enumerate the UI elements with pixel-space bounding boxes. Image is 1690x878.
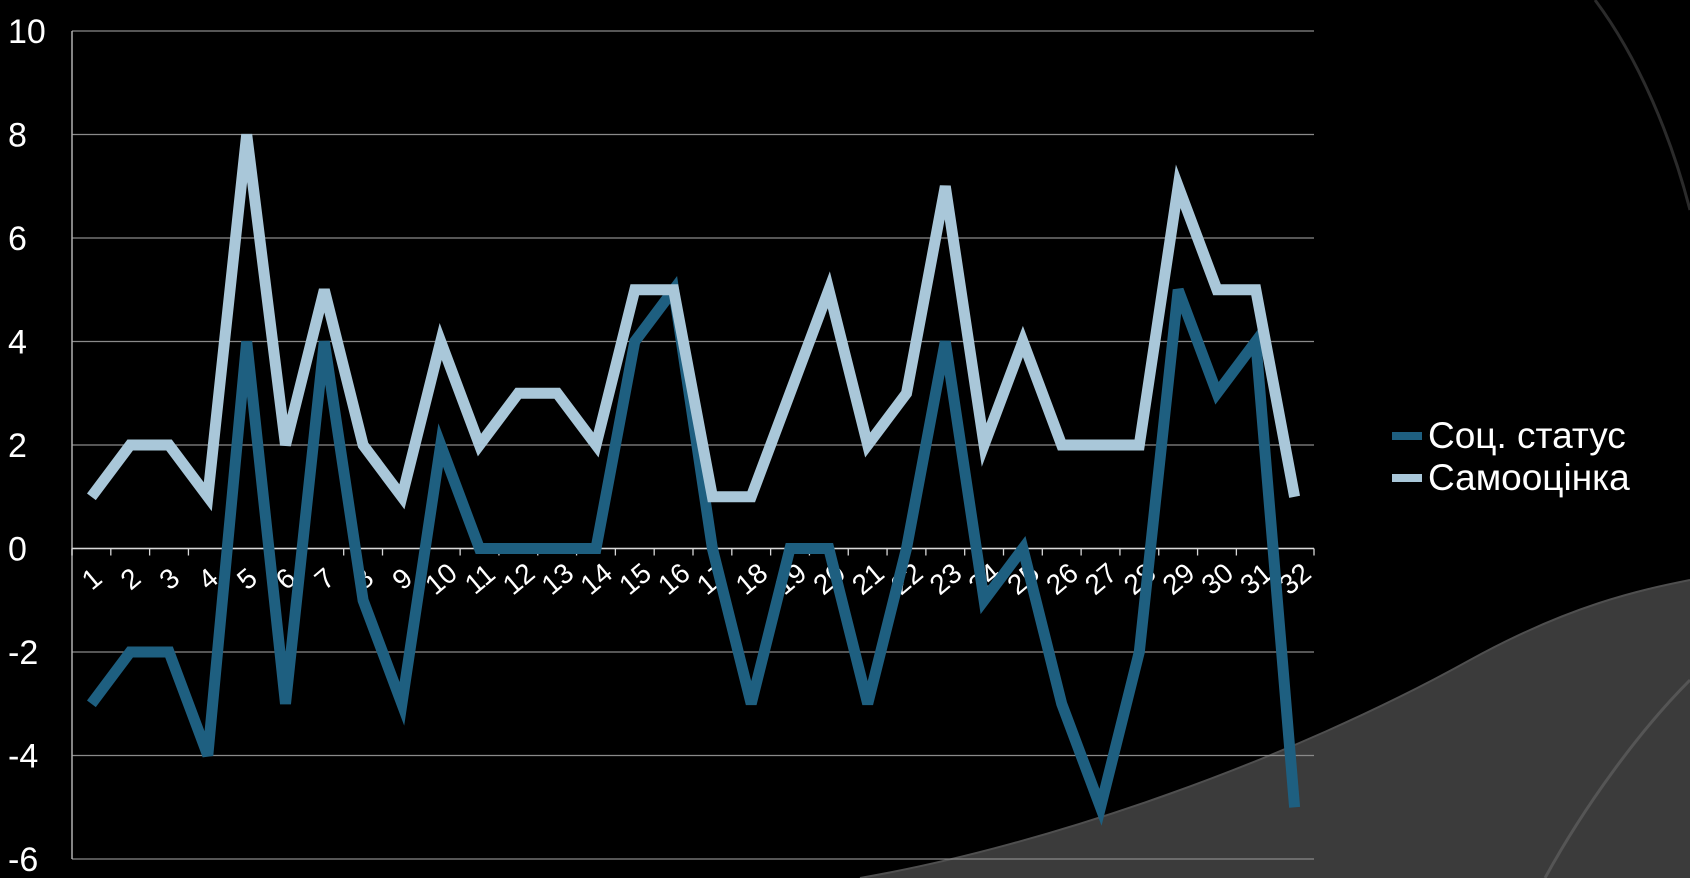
x-tick-label: 11 [459,558,501,600]
slide-arc-bottom [1543,678,1690,878]
x-tick-label: 1 [76,562,108,596]
x-tick-label: 12 [497,557,541,601]
series-lines [86,133,1301,826]
y-tick-label: 10 [8,13,46,51]
x-tick-label: 15 [613,557,657,601]
x-tick-labels: 1 2 3 4 5 6 7 8 9 1011121314151617181920212223242… [76,557,1317,601]
axes [71,31,1315,859]
x-tick-label: 30 [1195,557,1239,601]
x-tick-label: 26 [1040,557,1084,601]
legend-label-self-esteem: Самооцінка [1428,457,1630,498]
x-tick-label: 29 [1157,557,1201,601]
x-tick-label: 5 [231,562,263,596]
legend-swatch-self-esteem [1392,474,1422,482]
y-tick-label: -4 [8,738,38,776]
x-tick-label: 27 [1079,557,1123,601]
legend-swatch-soc-status [1392,432,1422,440]
x-tick-label: 3 [153,562,185,596]
legend-item-soc-status: Соц. статус [1392,415,1630,457]
y-tick-label: 8 [8,117,27,155]
x-tick-label: 23 [924,557,968,601]
y-tick-label: 6 [8,220,27,258]
x-tick-label: 2 [115,562,147,596]
slide-curve-edge [859,579,1690,878]
x-tick-label: 21 [846,557,890,601]
x-tick-label: 7 [309,562,341,596]
y-tick-label: -6 [8,841,38,878]
x-tick-label: 16 [652,557,696,601]
y-tick-label: 2 [8,427,27,465]
slide-curve-gray [860,580,1690,878]
series-line-self-esteem [86,133,1301,512]
x-tick-label: 18 [730,557,774,601]
legend-label-soc-status: Соц. статус [1428,415,1626,456]
slide-arc-top [1593,0,1690,211]
y-tick-label: 0 [8,531,27,569]
x-tick-label: 14 [574,557,618,601]
x-tick-label: 28 [1118,557,1162,601]
y-tick-label: 4 [8,324,27,362]
x-tick-label: 13 [536,557,580,601]
y-tick-labels: -6 -4 -2 0 2 4 6 8 10 [8,13,46,878]
y-tick-label: -2 [8,634,38,672]
legend-item-self-esteem: Самооцінка [1392,457,1630,499]
legend: Соц. статус Самооцінка [1392,415,1630,499]
